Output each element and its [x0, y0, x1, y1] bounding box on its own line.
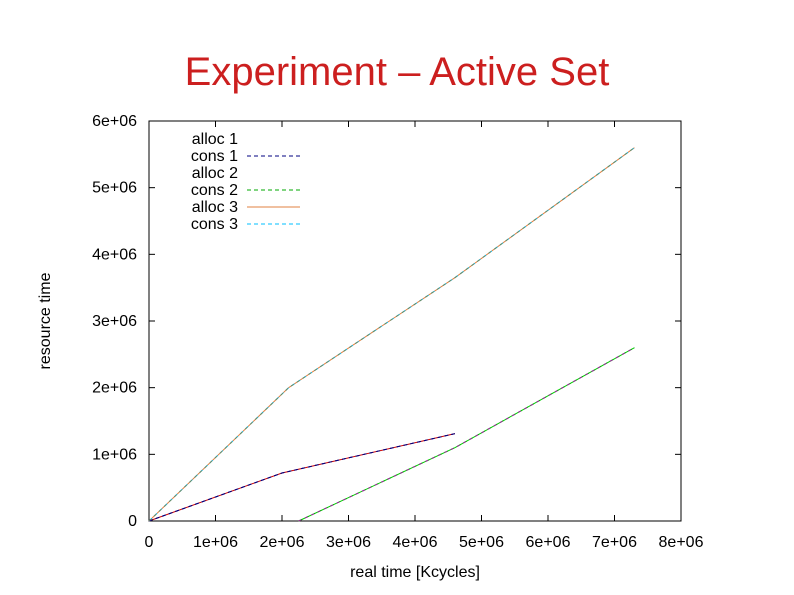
series-line-alloc-2 [298, 347, 635, 522]
x-tick-label: 0 [145, 534, 154, 551]
series-line-cons-2 [298, 347, 635, 522]
y-tick-label: 5e+06 [92, 180, 137, 197]
series-overlay-line [298, 347, 635, 522]
x-tick-label: 3e+06 [326, 534, 371, 551]
y-tick-label: 3e+06 [92, 313, 137, 330]
series-overlay-line [148, 433, 456, 522]
x-tick-label: 6e+06 [526, 534, 571, 551]
x-tick-label: 2e+06 [260, 534, 305, 551]
x-tick-label: 4e+06 [393, 534, 438, 551]
y-tick-label: 0 [128, 513, 137, 530]
legend-label-alloc-3: alloc 3 [192, 199, 238, 216]
y-tick-label: 1e+06 [92, 446, 137, 463]
y-tick-label: 2e+06 [92, 380, 137, 397]
x-tick-label: 8e+06 [659, 534, 704, 551]
legend-label-cons-1: cons 1 [191, 148, 238, 165]
tick-group: 0 1e+06 2e+06 3e+06 4e+06 5e+06 6e+06 7e+06 8e+0… [92, 113, 704, 551]
series-group [148, 147, 635, 522]
y-tick-label: 4e+06 [92, 246, 137, 263]
x-tick-label: 7e+06 [592, 534, 637, 551]
legend-label-cons-3: cons 3 [191, 216, 238, 233]
x-tick-label: 1e+06 [193, 534, 238, 551]
x-tick-label: 5e+06 [459, 534, 504, 551]
series-line-alloc-3 [148, 147, 635, 522]
legend-label-alloc-2: alloc 2 [192, 165, 238, 182]
y-tick-label: 6e+06 [92, 113, 137, 130]
x-axis-label: real time [Kcycles] [350, 564, 480, 581]
slide-title: Experiment – Active Set [184, 50, 610, 94]
legend-label-cons-2: cons 2 [191, 182, 238, 199]
y-axis-label: resource time [37, 272, 54, 369]
legend-label-alloc-1: alloc 1 [192, 131, 238, 148]
